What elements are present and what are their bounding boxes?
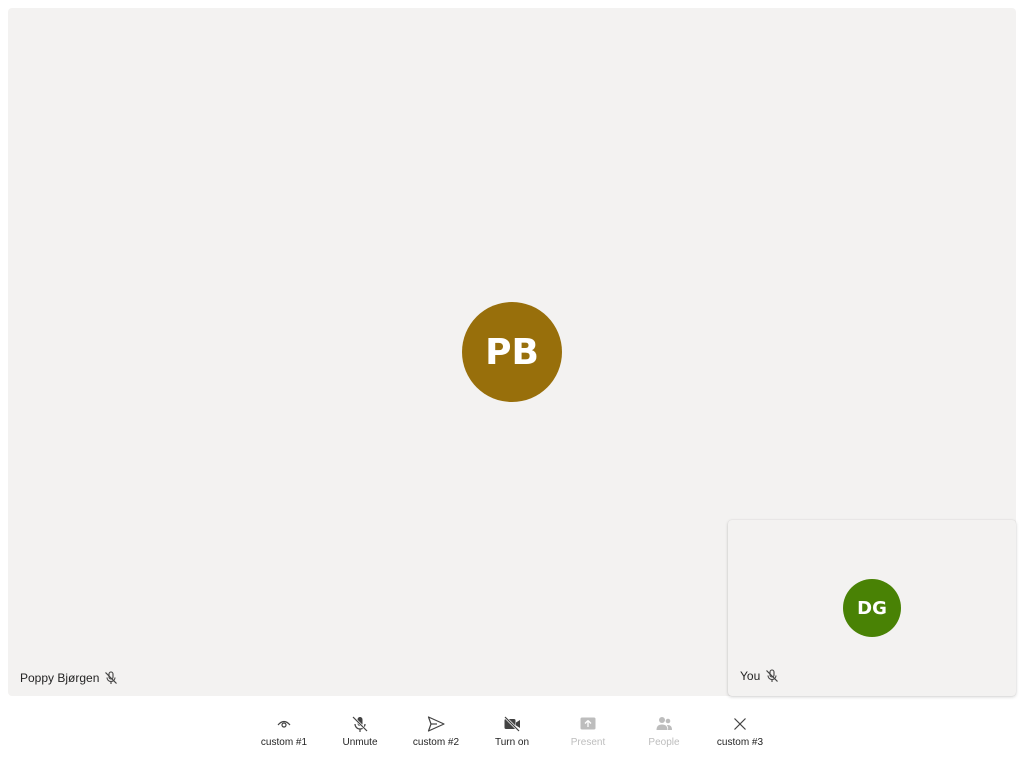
mic-off-icon (105, 671, 118, 684)
people-label: People (648, 737, 680, 748)
turn-on-camera-button[interactable]: Turn on (474, 714, 550, 766)
mic-off-icon (766, 669, 779, 682)
self-participant-name: You (740, 669, 761, 683)
self-participant-avatar: DG (843, 579, 901, 637)
present-button[interactable]: Present (550, 714, 626, 766)
present-label: Present (570, 737, 606, 748)
custom-1-button[interactable]: custom #1 (246, 714, 322, 766)
unmute-label: Unmute (342, 737, 378, 748)
main-participant-name-tag: Poppy Bjørgen (20, 670, 119, 686)
custom-2-button[interactable]: custom #2 (398, 714, 474, 766)
share-screen-icon (580, 717, 596, 730)
main-video-stage: PB Poppy Bjørgen (8, 8, 1016, 696)
main-participant-initials: PB (485, 331, 539, 373)
unmute-button[interactable]: Unmute (322, 714, 398, 766)
main-participant-avatar: PB (462, 302, 562, 402)
self-participant-initials: DG (857, 597, 887, 619)
turn-on-label: Turn on (494, 737, 530, 748)
close-icon (734, 718, 746, 730)
call-control-bar: custom #1 Unmute custom #2 Turn on (0, 704, 1024, 768)
people-icon (656, 717, 672, 730)
main-participant-name: Poppy Bjørgen (20, 671, 100, 685)
custom-3-label: custom #3 (716, 737, 764, 748)
send-icon (427, 716, 445, 732)
self-participant-name-tag: You (740, 668, 780, 684)
custom-3-button[interactable]: custom #3 (702, 714, 778, 766)
mic-off-icon (352, 716, 368, 732)
custom-1-label: custom #1 (260, 737, 308, 748)
self-video-tile: DG You (728, 520, 1016, 696)
people-button[interactable]: People (626, 714, 702, 766)
video-off-icon (504, 716, 520, 732)
custom-2-label: custom #2 (412, 737, 460, 748)
eye-icon (277, 720, 291, 728)
